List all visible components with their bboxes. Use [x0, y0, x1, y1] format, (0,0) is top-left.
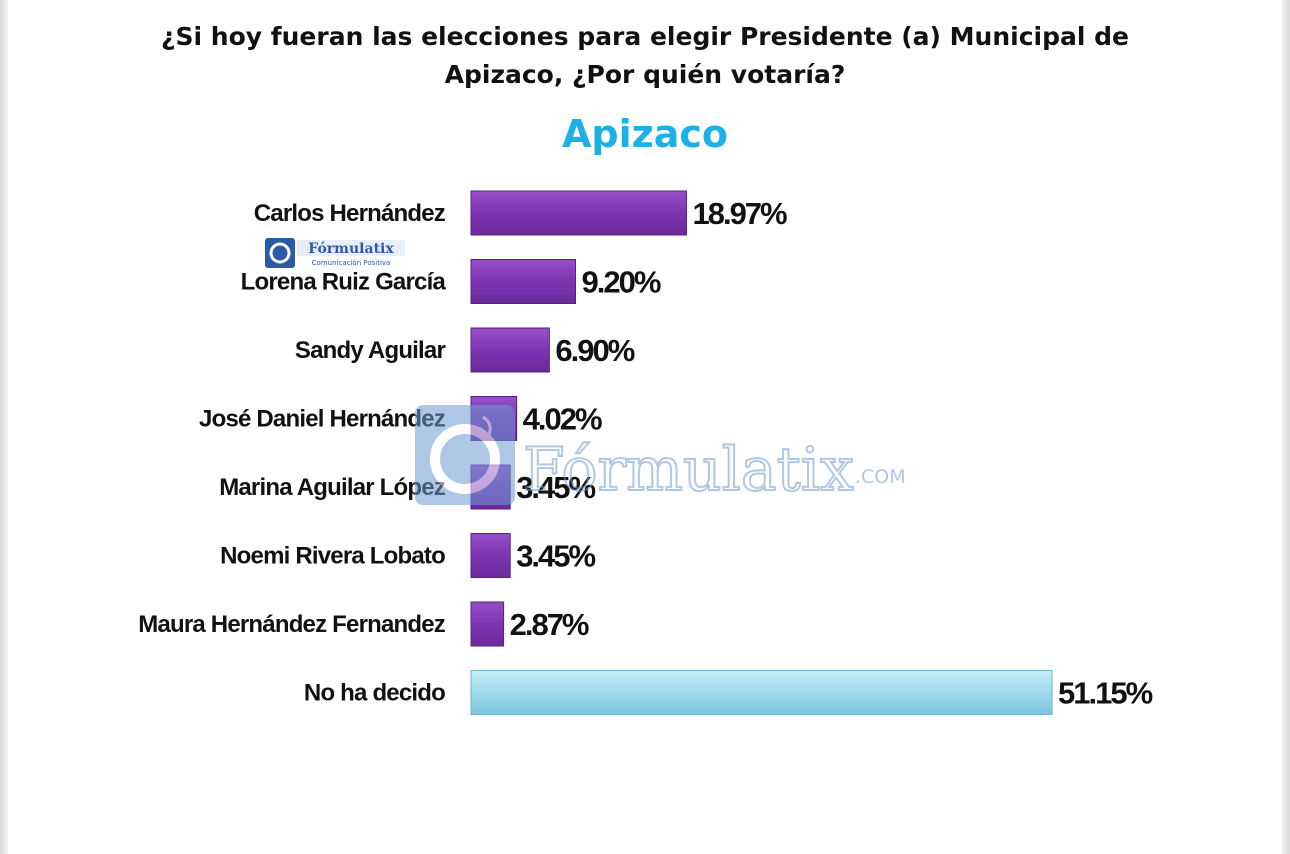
bar-0 [470, 190, 687, 236]
page-edge-right [1282, 0, 1290, 854]
bar-7 [470, 670, 1053, 715]
category-label-5: Noemi Rivera Lobato [220, 543, 445, 570]
bar-5 [470, 533, 511, 578]
category-label-4: Marina Aguilar López [219, 474, 446, 501]
bar-1 [470, 259, 577, 304]
formulatix-watermark: Fórmulatix .COM [415, 405, 906, 506]
category-label-3: José Daniel Hernández [199, 406, 446, 433]
category-label-0: Carlos Hernández [254, 200, 446, 227]
survey-question: ¿Si hoy fueran las elecciones para elegi… [160, 22, 1130, 89]
bar-2 [470, 327, 550, 373]
category-label-7: No ha decido [304, 680, 445, 707]
value-label-2: 6.90% [555, 333, 634, 368]
logo-name: Fórmulatix [308, 241, 394, 257]
value-label-4: 3.45% [516, 470, 595, 505]
value-label-0: 18.97% [692, 196, 787, 231]
category-label-6: Maura Hernández Fernandez [138, 611, 446, 638]
formulatix-logo: Fórmulatix Comunicación Positiva [265, 238, 405, 268]
watermark-name: Fórmulatix [523, 435, 854, 505]
category-label-2: Sandy Aguilar [295, 337, 446, 364]
value-label-1: 9.20% [582, 265, 661, 300]
value-label-7: 51.15% [1058, 676, 1153, 711]
category-label-1: Lorena Ruiz García [241, 269, 447, 296]
value-label-3: 4.02% [523, 402, 602, 437]
page-edge-left [0, 0, 8, 854]
chart-title: Apizaco [561, 112, 729, 156]
logo-tagline: Comunicación Positiva [312, 259, 391, 267]
value-label-6: 2.87% [510, 607, 589, 642]
watermark-suffix: .COM [855, 466, 906, 488]
bar-6 [470, 601, 505, 647]
value-label-5: 3.45% [516, 539, 595, 574]
